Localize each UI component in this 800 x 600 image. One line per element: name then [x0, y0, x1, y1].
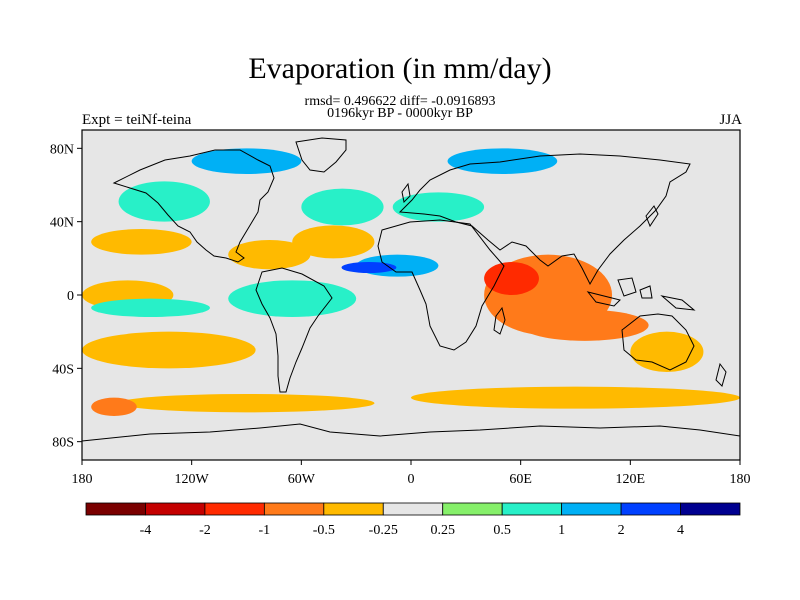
colorbar-swatch-9: [620, 502, 681, 516]
colorbar-swatch-3: [263, 502, 325, 516]
colorbar-label-1: -2: [199, 523, 211, 538]
anomaly-region-17: [228, 280, 357, 317]
lon-tick-label-2: 60W: [288, 472, 316, 487]
coastline-australia: [621, 313, 695, 371]
lon-tick-label-4: 60E: [509, 472, 532, 487]
colorbar-swatch-6: [442, 502, 503, 516]
stats-subtitle: rmsd= 0.496622 diff= -0.0916893: [304, 94, 496, 109]
lon-tick-label-3: 0: [408, 472, 415, 487]
colorbar: -4 -2 -1 -0.5 -0.25 0.25 0.5 1 2 4: [85, 502, 741, 538]
anomaly-region-3: [301, 188, 384, 226]
colorbar-swatch-0: [85, 502, 146, 516]
lat-tick-label-4: 80S: [52, 436, 74, 451]
lon-tick-label-6: 180: [730, 472, 751, 487]
coastline-south-america: [255, 267, 333, 393]
lon-tick-label-1: 120W: [175, 472, 210, 487]
anomaly-region-5: [118, 181, 210, 222]
anomaly-region-18: [118, 394, 375, 413]
colorbar-label-3: -0.5: [313, 523, 335, 538]
lon-tick-label-0: 180: [72, 472, 93, 487]
coastlines: [82, 137, 740, 442]
coastline-north-america: [112, 149, 275, 263]
coastline-new-zealand: [715, 362, 727, 387]
colorbar-label-9: 4: [677, 523, 684, 538]
colorbar-label-6: 0.5: [493, 523, 511, 538]
colorbar-label-5: 0.25: [430, 523, 455, 538]
experiment-label: Expt = teiNf-teina: [82, 112, 192, 128]
colorbar-label-2: -1: [259, 523, 271, 538]
colorbar-label-7: 1: [558, 523, 565, 538]
anomaly-region-1: [228, 240, 311, 270]
lat-tick-label-3: 40S: [52, 362, 74, 377]
anomaly-region-13: [630, 331, 704, 373]
coastline-indonesia: [586, 277, 653, 307]
map-title: Evaporation (in mm/day): [248, 52, 552, 85]
colorbar-swatch-7: [501, 502, 563, 516]
colorbar-label-4: -0.25: [369, 523, 398, 538]
colorbar-label-0: -4: [140, 523, 152, 538]
coastline-eurasia: [398, 153, 691, 286]
period-subtitle: 0196kyr BP - 0000kyr BP: [327, 106, 473, 121]
coastline-greenland: [295, 137, 347, 173]
anomaly-region-15: [82, 331, 256, 369]
coastline-japan: [645, 205, 659, 228]
anomaly-region-11: [484, 262, 539, 295]
lat-tick-label-1: 40N: [50, 216, 74, 231]
anomaly-region-20: [91, 397, 137, 417]
lat-tick-label-0: 80N: [50, 142, 74, 157]
anomaly-region-16: [91, 298, 210, 318]
colorbar-swatch-2: [204, 502, 265, 516]
anomaly-region-6: [191, 148, 302, 175]
anomaly-region-12: [520, 309, 649, 341]
coastline-new-guinea: [660, 295, 696, 311]
coastline-africa: [377, 219, 505, 351]
anomaly-region-0: [91, 229, 192, 255]
lat-tick-label-2: 0: [67, 289, 74, 304]
anomaly-region-4: [392, 192, 485, 222]
coastline-antarctica: [82, 423, 740, 442]
colorbar-swatch-5: [382, 502, 444, 516]
season-label: JJA: [719, 112, 742, 128]
anomaly-region-9: [341, 262, 397, 273]
anomaly-region-2: [292, 225, 375, 259]
colorbar-swatch-10: [680, 502, 741, 516]
colorbar-swatch-1: [145, 502, 206, 516]
colorbar-label-8: 2: [618, 523, 625, 538]
coastline-madagascar: [493, 306, 506, 335]
coastline-uk: [401, 182, 411, 204]
anomaly-region-19: [411, 386, 740, 409]
colorbar-swatch-8: [561, 502, 622, 516]
lon-tick-label-5: 120E: [616, 472, 646, 487]
axis-ticks: 180 120W 60W 0 60E 120E 180 80N 40N 0 40S 80S: [50, 142, 751, 487]
colorbar-swatch-4: [323, 502, 384, 516]
